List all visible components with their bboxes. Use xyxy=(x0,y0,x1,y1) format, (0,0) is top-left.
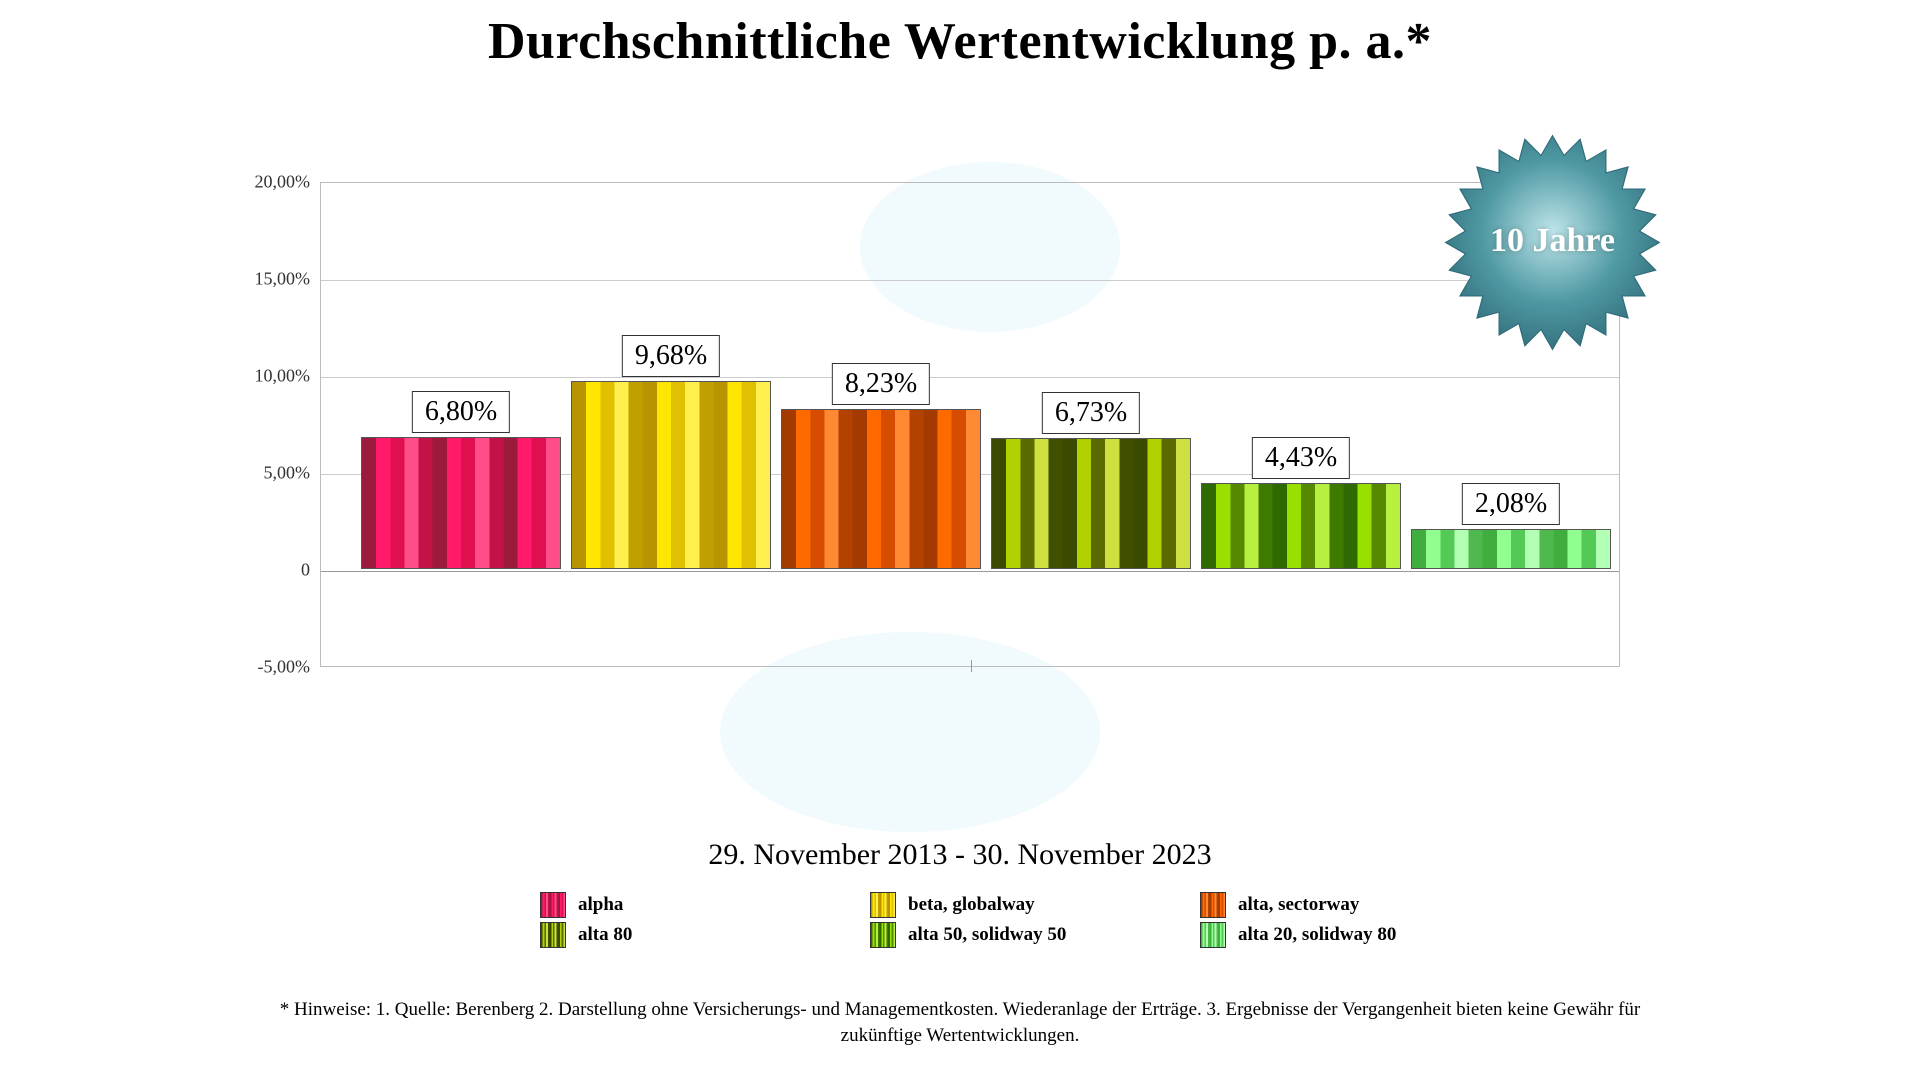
bar-1: 9,68% xyxy=(571,381,771,569)
bar-4: 4,43% xyxy=(1201,483,1401,569)
y-tick-label-0: -5,00% xyxy=(258,657,311,678)
bar-value-label: 4,43% xyxy=(1252,437,1350,479)
legend-swatch xyxy=(870,892,896,918)
date-range: 29. November 2013 - 30. November 2023 xyxy=(0,838,1920,872)
y-tick-label-2: 5,00% xyxy=(264,463,311,484)
legend-label: alpha xyxy=(578,894,623,916)
bar-0: 6,80% xyxy=(361,437,561,569)
legend-item-4: alta 50, solidway 50 xyxy=(870,922,1190,948)
y-tick-label-1: 0 xyxy=(301,560,310,581)
legend-swatch xyxy=(1200,892,1226,918)
gridline-zero xyxy=(321,571,1619,572)
plot-area: 6,80%9,68%8,23%6,73%4,43%2,08% xyxy=(320,182,1620,667)
legend: alpha beta, globalway alta, sectorway alta … xyxy=(540,892,1520,948)
legend-label: alta 80 xyxy=(578,924,632,946)
bar-value-label: 8,23% xyxy=(832,363,930,405)
legend-item-2: alta, sectorway xyxy=(1200,892,1520,918)
legend-item-0: alpha xyxy=(540,892,860,918)
legend-swatch xyxy=(540,922,566,948)
y-tick-label-3: 10,00% xyxy=(255,366,311,387)
chart-area: -5,00% 0 5,00% 10,00% 15,00% 20,00% 6,80… xyxy=(240,182,1620,692)
years-badge: 10 Jahre xyxy=(1440,130,1665,355)
legend-label: alta 20, solidway 80 xyxy=(1238,924,1396,946)
legend-label: beta, globalway xyxy=(908,894,1035,916)
bar-value-label: 2,08% xyxy=(1462,483,1560,525)
footnote: * Hinweise: 1. Quelle: Berenberg 2. Dars… xyxy=(240,997,1680,1048)
legend-swatch xyxy=(540,892,566,918)
legend-swatch xyxy=(870,922,896,948)
y-tick-label-4: 15,00% xyxy=(255,269,311,290)
chart-title: Durchschnittliche Wertentwicklung p. a.* xyxy=(0,12,1920,71)
badge-text: 10 Jahre xyxy=(1490,222,1615,260)
y-tick-label-5: 20,00% xyxy=(255,172,311,193)
bar-value-label: 6,80% xyxy=(412,391,510,433)
gridline xyxy=(321,377,1619,378)
legend-item-3: alta 80 xyxy=(540,922,860,948)
bar-5: 2,08% xyxy=(1411,529,1611,569)
x-tick xyxy=(971,660,972,672)
legend-item-1: beta, globalway xyxy=(870,892,1190,918)
legend-item-5: alta 20, solidway 80 xyxy=(1200,922,1520,948)
legend-label: alta, sectorway xyxy=(1238,894,1359,916)
bar-value-label: 6,73% xyxy=(1042,392,1140,434)
legend-label: alta 50, solidway 50 xyxy=(908,924,1066,946)
legend-swatch xyxy=(1200,922,1226,948)
gridline xyxy=(321,280,1619,281)
bar-value-label: 9,68% xyxy=(622,335,720,377)
bar-2: 8,23% xyxy=(781,409,981,569)
bar-3: 6,73% xyxy=(991,438,1191,569)
